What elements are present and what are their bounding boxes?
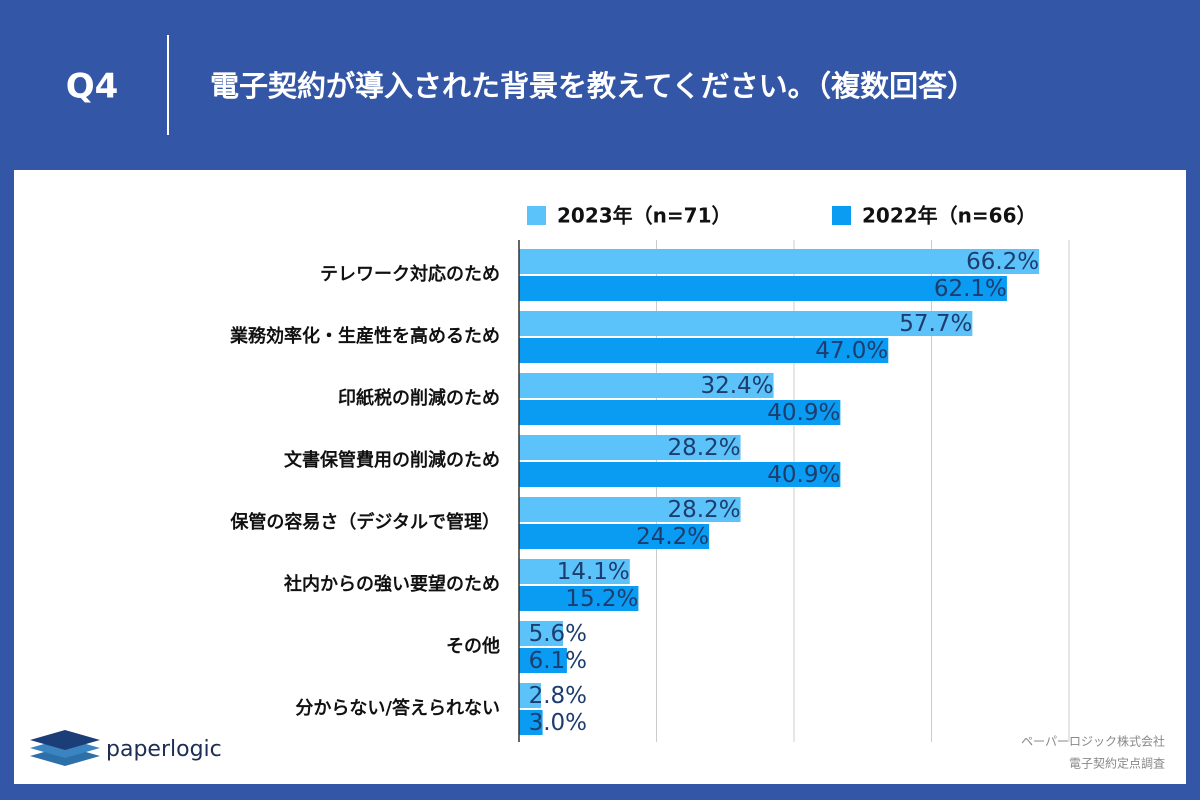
value-label: 5.6%	[529, 621, 587, 647]
bar	[519, 462, 841, 487]
bar	[519, 249, 1040, 274]
bar	[519, 276, 1007, 301]
chart-title: 電子契約が導入された背景を教えてください。（複数回答）	[210, 69, 976, 103]
bar	[519, 621, 563, 646]
value-label: 62.1%	[934, 276, 1007, 302]
category-label: 分からない/答えられない	[295, 697, 500, 719]
value-label: 40.9%	[767, 400, 840, 426]
category-label: その他	[446, 635, 500, 657]
value-label: 15.2%	[565, 586, 638, 612]
legend-label: 2022年（n=66）	[862, 204, 1037, 228]
category-label: 保管の容易さ（デジタルで管理）	[229, 511, 500, 533]
bar	[519, 524, 710, 549]
value-label: 6.1%	[529, 648, 587, 674]
value-label: 47.0%	[815, 338, 888, 364]
category-label: 業務効率化・生産性を高めるため	[229, 325, 500, 347]
logo-mark	[30, 730, 100, 766]
bar	[519, 497, 741, 522]
bar	[519, 311, 973, 336]
value-label: 57.7%	[899, 311, 972, 337]
value-label: 24.2%	[636, 524, 709, 550]
value-label: 28.2%	[667, 435, 740, 461]
value-label: 32.4%	[700, 373, 773, 399]
bar	[519, 400, 841, 425]
category-label: 社内からの強い要望のため	[284, 573, 500, 595]
value-label: 66.2%	[966, 249, 1039, 275]
bar	[519, 373, 774, 398]
source: ペーパーロジック株式会社	[1021, 734, 1165, 749]
bar	[519, 338, 889, 363]
bar	[519, 683, 541, 708]
value-label: 2.8%	[529, 683, 587, 709]
category-label: 印紙税の削減のため	[338, 387, 500, 409]
legend-label: 2023年（n=71）	[557, 204, 732, 228]
bar	[519, 586, 639, 611]
question-label: Q4	[66, 67, 119, 107]
value-label: 28.2%	[667, 497, 740, 523]
legend-swatch	[832, 206, 851, 225]
legend-swatch	[527, 206, 546, 225]
logo-text: paperlogic	[106, 737, 222, 762]
bar	[519, 648, 567, 673]
bar	[519, 435, 741, 460]
source: 電子契約定点調査	[1069, 756, 1165, 771]
category-label: テレワーク対応のため	[320, 263, 500, 285]
value-label: 3.0%	[529, 710, 587, 736]
bar	[519, 710, 543, 735]
bar	[519, 559, 630, 584]
category-label: 文書保管費用の削減のため	[284, 449, 500, 471]
value-label: 14.1%	[557, 559, 630, 585]
value-label: 40.9%	[767, 462, 840, 488]
